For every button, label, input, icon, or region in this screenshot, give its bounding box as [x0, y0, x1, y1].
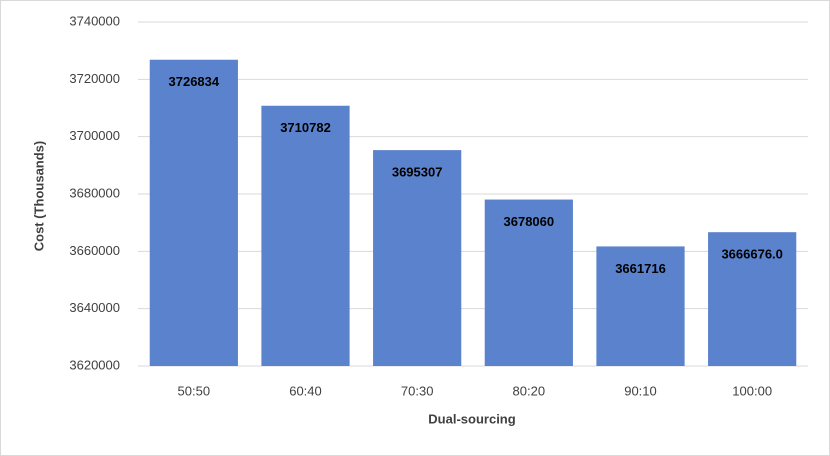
bar — [261, 105, 350, 366]
y-tick-label: 3640000 — [69, 300, 120, 315]
y-tick-label: 3700000 — [69, 128, 120, 143]
y-tick-label: 3660000 — [69, 243, 120, 258]
x-tick-label: 100:00 — [732, 383, 772, 398]
data-label: 3726834 — [169, 74, 220, 89]
x-axis-title: Dual-sourcing — [428, 411, 515, 426]
data-label: 3661716 — [615, 261, 666, 276]
y-tick-label: 3620000 — [69, 357, 120, 372]
x-tick-label: 90:10 — [624, 383, 657, 398]
data-label: 3695307 — [392, 165, 443, 180]
x-tick-label: 50:50 — [178, 383, 211, 398]
bar — [484, 199, 573, 366]
bar — [373, 150, 462, 366]
y-tick-label: 3740000 — [69, 13, 120, 28]
y-axis-title: Cost (Thousands) — [31, 141, 46, 252]
bar — [708, 232, 797, 366]
data-label: 3710782 — [280, 120, 331, 135]
data-label: 3678060 — [504, 214, 555, 229]
x-tick-label: 70:30 — [401, 383, 434, 398]
x-tick-label: 80:20 — [513, 383, 546, 398]
y-tick-label: 3680000 — [69, 185, 120, 200]
y-tick-label: 3720000 — [69, 71, 120, 86]
bar — [149, 59, 238, 367]
bar — [596, 246, 685, 366]
x-tick-label: 60:40 — [289, 383, 322, 398]
data-label: 3666676.0 — [721, 247, 782, 262]
